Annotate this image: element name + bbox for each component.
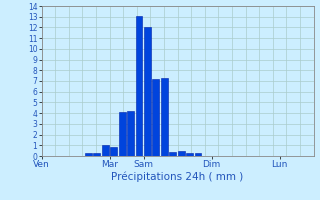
Bar bbox=[144, 27, 151, 156]
Bar bbox=[127, 111, 134, 156]
Bar bbox=[161, 78, 168, 156]
Bar bbox=[119, 112, 125, 156]
Bar bbox=[178, 151, 185, 156]
Bar bbox=[169, 152, 176, 156]
Bar bbox=[85, 153, 92, 156]
Bar bbox=[110, 147, 117, 156]
Bar bbox=[195, 153, 201, 156]
Bar bbox=[93, 153, 100, 156]
Bar bbox=[152, 79, 159, 156]
X-axis label: Précipitations 24h ( mm ): Précipitations 24h ( mm ) bbox=[111, 172, 244, 182]
Bar bbox=[186, 153, 193, 156]
Bar bbox=[102, 145, 109, 156]
Bar bbox=[136, 16, 142, 156]
